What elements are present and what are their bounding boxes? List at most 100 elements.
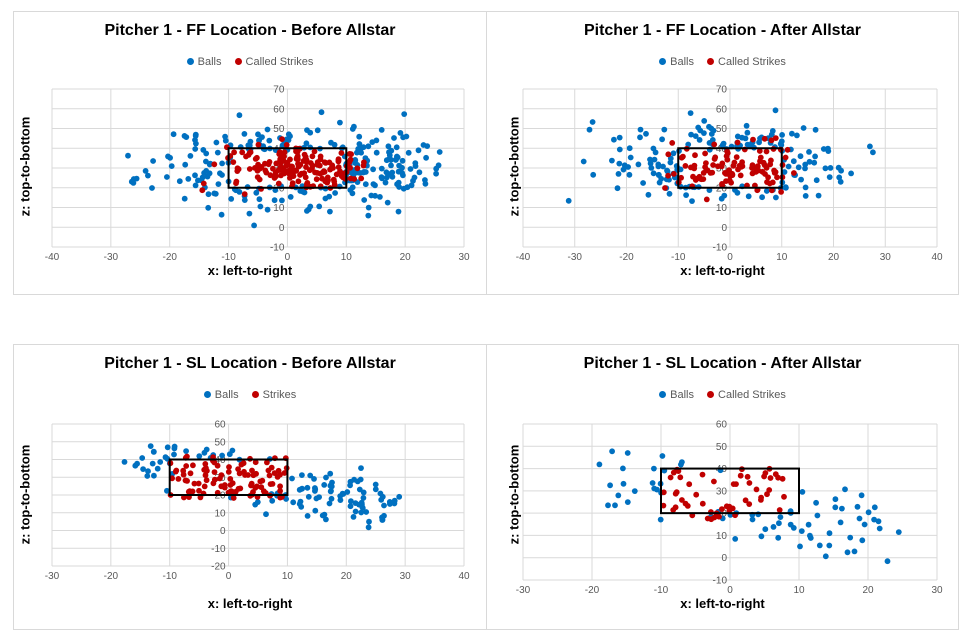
data-point (733, 154, 740, 161)
data-point (296, 501, 303, 507)
data-point (337, 497, 344, 503)
data-point (682, 500, 689, 507)
data-point (848, 170, 854, 177)
data-point (762, 470, 769, 476)
data-point (794, 132, 800, 139)
data-point (377, 194, 383, 200)
data-point (778, 142, 785, 149)
data-point (232, 488, 239, 495)
data-point (590, 171, 597, 178)
chart-title: Pitcher 1 - SL Location - After Allstar (583, 355, 862, 372)
data-point (192, 172, 198, 179)
data-point (383, 157, 390, 164)
data-point (692, 177, 699, 183)
data-point (651, 485, 658, 492)
y-tick-label: 50 (716, 124, 728, 135)
data-point (667, 474, 674, 481)
data-point (769, 179, 776, 186)
data-point (281, 470, 288, 476)
series-balls (596, 448, 902, 565)
data-point (761, 162, 768, 168)
data-point (352, 508, 359, 515)
data-point (144, 473, 151, 479)
data-point (399, 157, 406, 164)
legend-label-balls: Balls (197, 56, 222, 68)
data-point (876, 525, 883, 532)
data-point (656, 179, 663, 186)
data-point (354, 165, 361, 172)
data-point (395, 179, 402, 186)
data-point (187, 153, 194, 159)
data-point (643, 130, 649, 137)
data-point (401, 111, 408, 117)
data-point (358, 149, 364, 156)
x-tick-label: 10 (793, 585, 805, 596)
data-point (307, 203, 314, 210)
data-point (239, 149, 246, 156)
data-point (812, 126, 819, 133)
data-point (589, 119, 596, 125)
data-point (687, 110, 694, 116)
data-point (351, 176, 358, 182)
data-point (287, 194, 294, 200)
data-point (731, 159, 738, 166)
data-point (277, 167, 284, 173)
data-point (858, 492, 865, 499)
data-point (776, 520, 782, 527)
x-tick-label: 0 (226, 571, 232, 582)
data-point (798, 176, 804, 183)
data-point (758, 494, 764, 501)
strike-zone (677, 147, 783, 189)
data-point (192, 182, 199, 189)
data-point (580, 158, 587, 165)
data-point (256, 176, 263, 183)
data-point (321, 482, 328, 488)
data-point (865, 509, 872, 516)
chart-title: Pitcher 1 - FF Location - After Allstar (583, 22, 862, 39)
data-point (806, 158, 813, 165)
data-point (271, 175, 278, 181)
data-point (293, 148, 299, 155)
data-point (263, 511, 269, 518)
data-point (287, 156, 293, 163)
data-point (626, 171, 633, 178)
data-point (121, 459, 128, 465)
data-point (720, 140, 727, 147)
data-point (358, 465, 364, 471)
data-point (768, 157, 774, 164)
data-point (396, 184, 402, 190)
legend-item-strikes: Called Strikes (707, 56, 786, 68)
x-tick-label: 10 (776, 252, 788, 263)
data-point (773, 194, 779, 201)
data-point (266, 159, 273, 165)
data-point (211, 469, 218, 475)
x-tick-label: 40 (458, 571, 470, 582)
data-point (254, 483, 260, 490)
data-point (749, 516, 756, 523)
y-tick-label: 0 (220, 526, 226, 537)
data-point (596, 461, 603, 468)
data-point (330, 176, 337, 183)
data-point (688, 131, 694, 138)
data-point (184, 453, 190, 460)
data-point (338, 150, 345, 156)
y-tick-label: 60 (716, 104, 728, 115)
data-point (754, 163, 761, 170)
data-point (861, 521, 868, 528)
data-point (645, 191, 652, 198)
data-point (854, 503, 861, 510)
data-point (650, 170, 657, 177)
data-point (228, 196, 235, 202)
data-point (264, 126, 271, 133)
data-point (328, 165, 335, 172)
data-point (844, 549, 851, 556)
data-point (832, 496, 839, 503)
data-point (360, 495, 367, 501)
data-point (743, 122, 750, 129)
data-point (670, 150, 677, 157)
data-point (388, 156, 394, 163)
chart-legend: Balls Strikes (14, 389, 486, 401)
data-point (737, 172, 744, 179)
x-tick-label: -30 (104, 252, 119, 263)
